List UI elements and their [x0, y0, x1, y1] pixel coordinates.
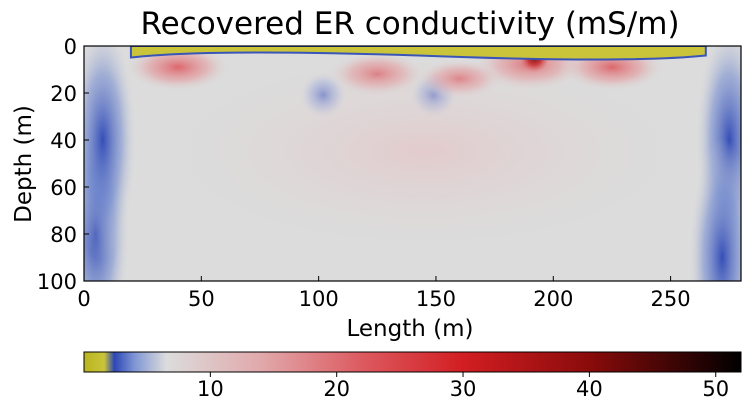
x-axis-label: Length (m) — [347, 316, 474, 342]
feature-conductive-bowl-12 — [134, 46, 715, 262]
colorbar — [83, 351, 742, 373]
y-tick-label: 40 — [50, 129, 77, 153]
heatmap-plot-area — [84, 46, 741, 281]
colorbar-tick-label: 20 — [323, 377, 350, 401]
x-tick-label: 100 — [299, 287, 339, 311]
x-tick-label: 0 — [77, 287, 90, 311]
chart-title: Recovered ER conductivity (mS/m) — [140, 6, 679, 42]
plot-frame — [83, 45, 742, 282]
y-tick-label: 100 — [37, 270, 77, 294]
x-axis-ticks: 0 50 100 150 200 250 — [77, 276, 691, 311]
colorbar-tick-label: 50 — [702, 377, 729, 401]
y-axis-label: Depth (m) — [11, 105, 37, 223]
x-tick-label: 150 — [416, 287, 456, 311]
colorbar-ticks: 10 20 30 40 50 — [197, 372, 729, 401]
x-tick-label: 50 — [188, 287, 215, 311]
x-tick-label: 250 — [651, 287, 691, 311]
y-tick-label: 80 — [50, 223, 77, 247]
y-tick-label: 20 — [50, 82, 77, 106]
colorbar-tick-label: 30 — [450, 377, 477, 401]
colorbar-tick-label: 40 — [576, 377, 603, 401]
heatmap-features — [84, 46, 741, 281]
feature-conductive-blob-6 — [125, 46, 231, 92]
feature-resistive-edge-1 — [84, 46, 137, 260]
y-tick-label: 0 — [64, 35, 77, 59]
y-tick-label: 60 — [50, 176, 77, 200]
feature-surface-layer — [129, 46, 707, 61]
x-tick-label: 200 — [533, 287, 573, 311]
y-axis-ticks: 0 20 40 60 80 100 — [37, 35, 89, 294]
colorbar-tick-label: 10 — [197, 377, 224, 401]
